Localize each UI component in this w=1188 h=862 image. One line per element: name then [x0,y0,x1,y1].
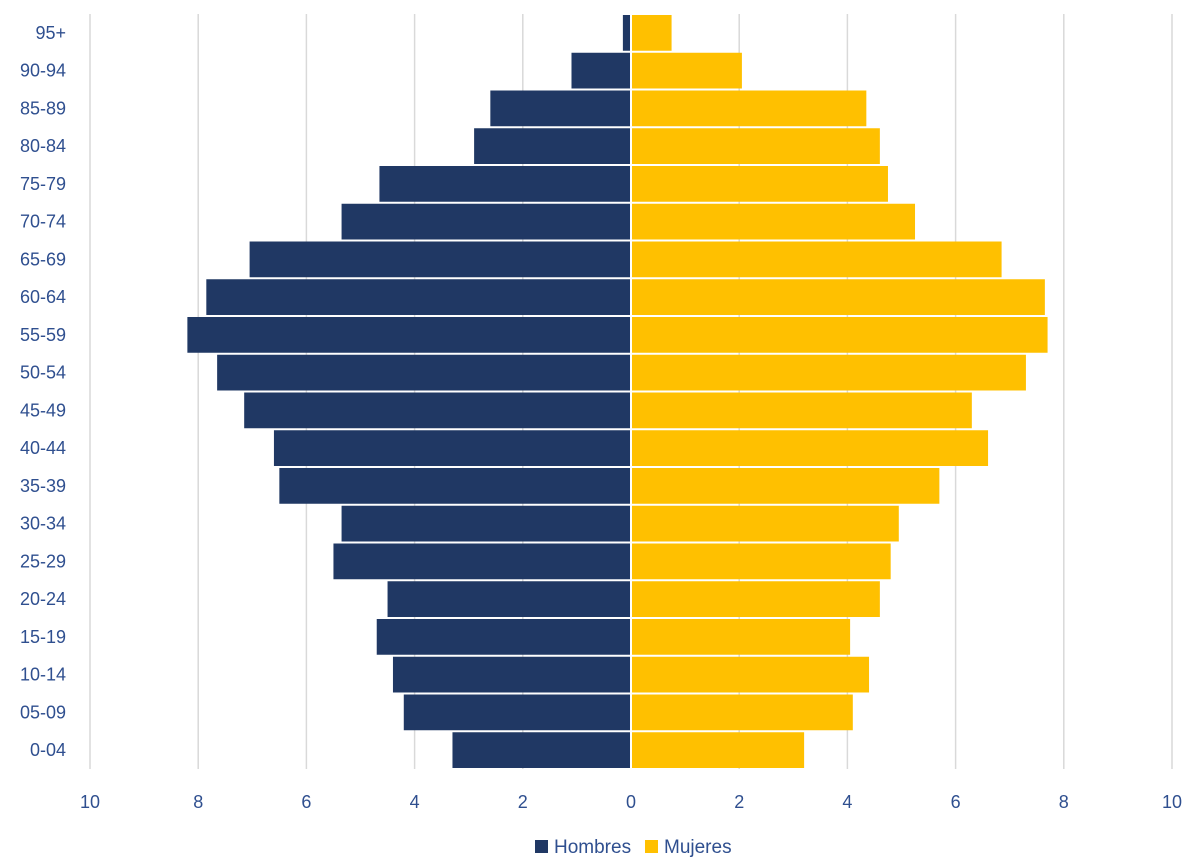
bar-mujeres-70-74 [631,203,916,240]
bar-mujeres-75-79 [631,166,888,202]
bar-hombres-45-49 [244,392,631,429]
bar-mujeres-60-64 [631,279,1045,315]
bar-hombres-25-29 [333,543,631,580]
legend: Hombres Mujeres [535,837,732,858]
bar-mujeres-40-44 [631,430,989,466]
x-tick-label: 0 [626,792,636,812]
y-tick-label: 05-09 [20,702,66,722]
bar-mujeres-55-59 [631,317,1048,353]
bar-mujeres-50-54 [631,354,1026,391]
bar-hombres-50-54 [217,354,631,391]
y-tick-label: 90-94 [20,61,66,81]
y-tick-label: 70-74 [20,212,66,232]
x-tick-label: 8 [193,792,203,812]
bar-mujeres-30-34 [631,505,899,542]
axes: 10 8 6 4 2 0 2 4 6 8 10 0-04 05-09 10-14 15-19 20-24 25-… [20,14,1182,812]
bar-mujeres-15-19 [631,619,851,655]
bar-mujeres-25-29 [631,543,891,580]
bar-mujeres-0-04 [631,732,805,768]
y-tick-label: 95+ [35,23,66,43]
y-tick-label: 20-24 [20,589,66,609]
x-tick-label: 2 [734,792,744,812]
bar-hombres-30-34 [341,505,631,542]
bar-hombres-85-89 [490,90,631,127]
bar-mujeres-90-94 [631,52,742,89]
y-tick-label: 45-49 [20,400,66,420]
x-tick-label: 10 [1162,792,1182,812]
bar-hombres-75-79 [379,166,631,202]
bar-hombres-90-94 [571,52,631,89]
bar-hombres-80-84 [474,128,631,164]
y-tick-label: 40-44 [20,438,66,458]
legend-swatch-mujeres [645,840,658,853]
y-tick-label: 80-84 [20,136,66,156]
bar-hombres-40-44 [273,430,631,466]
y-tick-label: 50-54 [20,363,66,383]
x-tick-label: 6 [951,792,961,812]
bar-mujeres-35-39 [631,468,940,504]
bar-hombres-60-64 [206,279,631,315]
y-tick-label: 25-29 [20,551,66,571]
bar-hombres-70-74 [341,203,631,240]
bar-hombres-35-39 [279,468,631,504]
x-tick-label: 4 [410,792,420,812]
y-tick-label: 35-39 [20,476,66,496]
legend-label-mujeres: Mujeres [664,837,732,858]
y-tick-label: 30-34 [20,514,66,534]
bar-hombres-10-14 [392,656,631,693]
y-tick-label: 60-64 [20,287,66,307]
bar-hombres-55-59 [187,317,631,353]
y-tick-label: 75-79 [20,174,66,194]
x-tick-label: 10 [80,792,100,812]
bar-hombres-0-04 [452,732,631,768]
bar-hombres-20-24 [387,581,631,617]
x-tick-label: 8 [1059,792,1069,812]
bar-hombres-05-09 [403,694,631,731]
y-tick-label: 0-04 [30,740,66,760]
legend-label-hombres: Hombres [554,837,631,858]
bar-mujeres-80-84 [631,128,880,164]
y-tick-label: 15-19 [20,627,66,647]
x-tick-label: 2 [518,792,528,812]
bar-mujeres-85-89 [631,90,867,127]
x-tick-label: 6 [301,792,311,812]
y-tick-label: 65-69 [20,249,66,269]
y-tick-label: 85-89 [20,98,66,118]
bar-hombres-15-19 [376,619,631,655]
bar-mujeres-10-14 [631,656,870,693]
bar-mujeres-45-49 [631,392,972,429]
bar-hombres-95+ [622,15,631,51]
legend-swatch-hombres [535,840,548,853]
bar-mujeres-05-09 [631,694,853,731]
bar-mujeres-95+ [631,15,672,51]
bar-mujeres-65-69 [631,241,1002,278]
x-tick-label: 4 [842,792,852,812]
y-tick-label: 10-14 [20,665,66,685]
bar-mujeres-20-24 [631,581,880,617]
bar-hombres-65-69 [249,241,631,278]
bars [187,15,1048,768]
y-tick-label: 55-59 [20,325,66,345]
